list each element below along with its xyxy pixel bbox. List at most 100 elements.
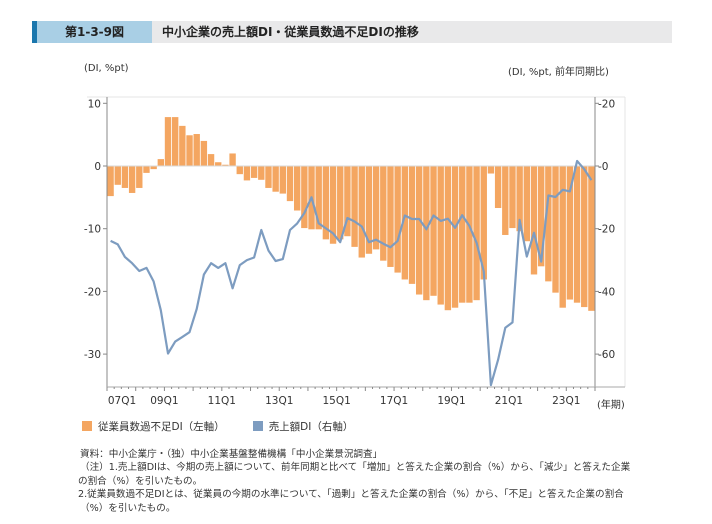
bar bbox=[286, 166, 294, 202]
bar bbox=[222, 164, 229, 166]
bar bbox=[466, 166, 473, 303]
bar bbox=[164, 117, 172, 166]
bar bbox=[516, 166, 523, 232]
bar bbox=[136, 166, 143, 188]
bar bbox=[143, 166, 150, 173]
bar bbox=[358, 166, 365, 258]
left-tick-label: -20 bbox=[84, 286, 101, 298]
legend-item-line: 売上額DI（右軸） bbox=[252, 419, 354, 434]
legend-item-bar: 従業員数過不足DI（左軸） bbox=[82, 419, 225, 434]
notes: 資料：中小企業庁・（独）中小企業基盤整備機構「中小企業景況調査」 （注）1.売上… bbox=[78, 448, 680, 515]
bar bbox=[337, 166, 344, 240]
bar bbox=[451, 166, 459, 308]
bar bbox=[566, 166, 574, 300]
left-tick-label: -30 bbox=[84, 349, 101, 361]
right-tick-label: -40 bbox=[598, 286, 615, 298]
note-2: 2.従業員数過不足DIとは、従業員の今期の水準について、「過剰」と答えた企業の割… bbox=[78, 489, 624, 501]
bar bbox=[387, 166, 394, 267]
bar bbox=[437, 166, 444, 305]
x-tick-label: 15Q1 bbox=[322, 395, 350, 407]
bar bbox=[502, 166, 509, 235]
bar bbox=[157, 159, 165, 166]
legend-swatch-line bbox=[252, 421, 263, 431]
right-tick-label: -60 bbox=[598, 349, 615, 361]
figure-header: 第1-3-9図 中小企業の売上額DI・従業員数過不足DIの推移 bbox=[32, 21, 672, 43]
bar bbox=[365, 166, 373, 254]
bar bbox=[121, 166, 129, 188]
bar bbox=[200, 140, 208, 166]
bar bbox=[530, 166, 538, 275]
bar bbox=[480, 166, 487, 280]
bar bbox=[179, 125, 186, 166]
note-2-cont: （%）を引いたもの。 bbox=[80, 502, 176, 514]
bar bbox=[581, 166, 588, 308]
x-tick-label: 11Q1 bbox=[208, 395, 236, 407]
note-1: （注）1.売上額DIは、今期の売上額について、前年同期と比べて「増加」と答えた企… bbox=[80, 462, 631, 474]
left-axis-unit: (DI, %pt) bbox=[84, 63, 129, 74]
x-tick-label: 07Q1 bbox=[108, 395, 136, 407]
bar bbox=[150, 166, 157, 170]
header-accent-strip bbox=[32, 21, 37, 43]
left-tick-label: 10 bbox=[88, 98, 101, 110]
right-tick-label: -0 bbox=[598, 161, 608, 173]
bar bbox=[186, 135, 193, 166]
bar bbox=[537, 166, 545, 267]
bar bbox=[293, 166, 301, 211]
left-tick-label: 0 bbox=[94, 161, 101, 173]
x-tick-label: 17Q1 bbox=[380, 395, 408, 407]
legend-label-bar: 従業員数過不足DI（左軸） bbox=[98, 421, 225, 433]
bar bbox=[265, 166, 272, 188]
bar bbox=[444, 166, 452, 311]
bar bbox=[243, 166, 251, 181]
legend: 従業員数過不足DI（左軸） 売上額DI（右軸） bbox=[82, 419, 353, 434]
bar bbox=[487, 166, 495, 174]
source-note: 資料：中小企業庁・（独）中小企業基盤整備機構「中小企業景況調査」 bbox=[80, 449, 383, 460]
bar bbox=[401, 166, 409, 280]
bar bbox=[494, 166, 502, 209]
bar bbox=[459, 166, 466, 303]
bar bbox=[588, 166, 595, 311]
bar bbox=[236, 166, 243, 175]
bar bbox=[258, 166, 265, 180]
bar bbox=[415, 166, 423, 295]
bar bbox=[322, 166, 330, 240]
note-1-cont: の割合（%）を引いたもの。 bbox=[78, 475, 203, 487]
legend-swatch-bar bbox=[82, 421, 92, 431]
bar bbox=[301, 166, 308, 229]
figure-title: 中小企業の売上額DI・従業員数過不足DIの推移 bbox=[162, 25, 419, 39]
bar bbox=[207, 154, 215, 166]
sales-di-line bbox=[110, 159, 593, 387]
bar bbox=[229, 153, 236, 166]
bar bbox=[215, 162, 222, 166]
bar bbox=[408, 166, 416, 284]
bar bbox=[372, 166, 380, 250]
right-tick-label: -20 bbox=[598, 224, 615, 236]
figure-number: 第1-3-9図 bbox=[37, 21, 152, 43]
left-tick-label: -10 bbox=[84, 224, 101, 236]
x-tick-label: 21Q1 bbox=[495, 395, 523, 407]
x-tick-label: 19Q1 bbox=[437, 395, 465, 407]
bar bbox=[509, 166, 516, 229]
x-unit-label: (年期) bbox=[597, 398, 625, 411]
bar bbox=[272, 166, 279, 192]
bar bbox=[423, 166, 430, 301]
bar bbox=[344, 166, 351, 237]
bar bbox=[380, 166, 387, 261]
bar bbox=[559, 166, 566, 308]
bar bbox=[430, 166, 437, 296]
bar bbox=[171, 117, 179, 166]
bar bbox=[250, 166, 258, 178]
legend-label-line: 売上額DI（右軸） bbox=[268, 421, 354, 433]
bar bbox=[193, 134, 200, 166]
bar bbox=[473, 166, 480, 301]
bar bbox=[351, 166, 358, 247]
bar bbox=[315, 166, 322, 230]
right-tick-label: -20 bbox=[598, 98, 615, 110]
bar bbox=[279, 166, 287, 194]
bar bbox=[545, 166, 552, 282]
bar bbox=[394, 166, 401, 273]
x-tick-label: 23Q1 bbox=[552, 395, 580, 407]
bar bbox=[128, 166, 136, 193]
bar bbox=[552, 166, 559, 293]
